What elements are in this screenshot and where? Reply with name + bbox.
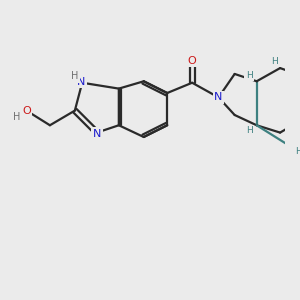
Text: H: H (271, 57, 278, 66)
Text: H: H (246, 126, 253, 135)
Text: H: H (246, 71, 253, 80)
Text: N: N (214, 92, 223, 102)
Text: N: N (93, 128, 101, 139)
Text: O: O (188, 56, 197, 66)
Text: H: H (295, 146, 300, 155)
Text: N: N (77, 77, 86, 87)
Text: H: H (71, 71, 78, 81)
Text: H: H (13, 112, 21, 122)
Text: O: O (22, 106, 31, 116)
